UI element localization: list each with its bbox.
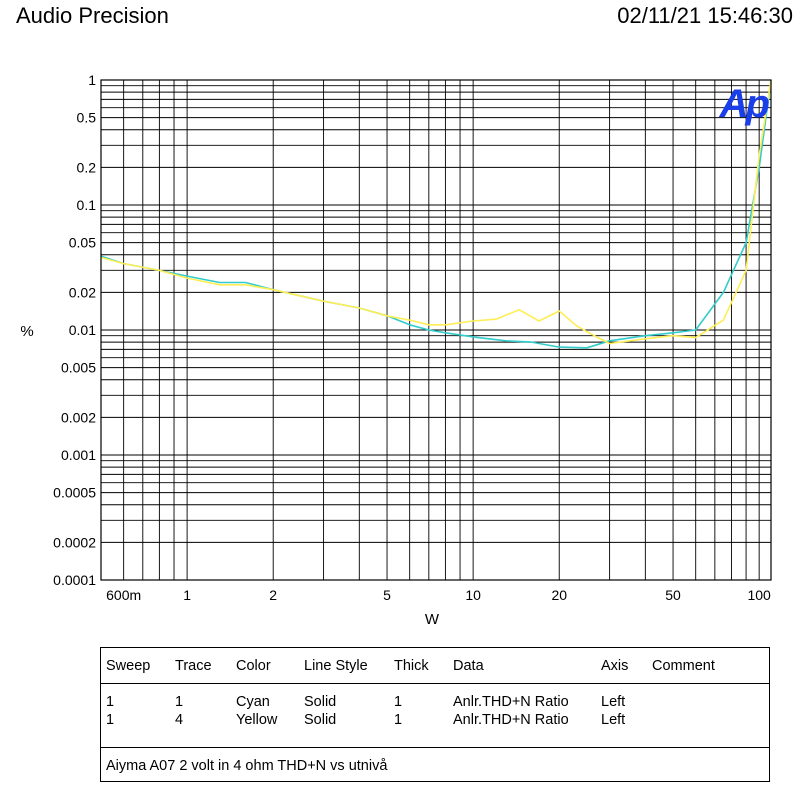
legend-cell: Yellow (236, 712, 278, 728)
legend-cell: Anlr.THD+N Ratio (453, 694, 569, 710)
legend-cell: Left (601, 712, 626, 728)
legend-header-cell: Line Style (304, 658, 368, 674)
legend-comment: Aiyma A07 2 volt in 4 ohm THD+N vs utniv… (106, 758, 388, 774)
legend-header-cell: Sweep (106, 658, 151, 674)
x-tick-label: 100 (747, 587, 771, 603)
x-tick-label: 1 (183, 587, 191, 603)
x-axis-label: W (425, 611, 440, 628)
y-tick-label: 0.2 (77, 159, 97, 175)
x-tick-label: 20 (551, 587, 567, 603)
x-tick-label: 50 (665, 587, 681, 603)
y-tick-label: 0.5 (77, 110, 97, 126)
y-tick-label: 0.0005 (53, 485, 96, 501)
legend-cell: 1 (394, 712, 403, 728)
y-tick-label: 0.001 (61, 447, 96, 463)
grid-lines (101, 80, 771, 580)
legend-header-cell: Axis (601, 658, 629, 674)
x-tick-label: 5 (383, 587, 391, 603)
legend-cell: Anlr.THD+N Ratio (453, 712, 569, 728)
legend-cell: 4 (175, 712, 184, 728)
y-tick-label: 0.005 (61, 360, 96, 376)
y-tick-label: 0.0002 (53, 534, 96, 550)
legend-header-cell: Comment (652, 658, 715, 674)
ap-logo: Ap (719, 82, 770, 126)
legend-divider (101, 747, 769, 748)
plot-frame (100, 79, 772, 581)
legend-row: 1 4 Yellow Solid 1 Anlr.THD+N Ratio Left (101, 712, 769, 730)
x-tick-label: 10 (465, 587, 481, 603)
y-tick-label: 0.002 (61, 409, 96, 425)
legend-cell: Solid (304, 712, 337, 728)
legend-cell: Left (601, 694, 626, 710)
brand-title: Audio Precision (16, 3, 169, 28)
thd-chart: 1 0.5 0.2 0.1 0.05 0.02 0.01 0.005 0.002 0.001 0.0… (20, 72, 772, 628)
legend-cell: 1 (175, 694, 184, 710)
y-tick-label: 1 (88, 72, 96, 88)
legend-cell: 1 (106, 712, 115, 728)
y-tick-label: 0.05 (69, 235, 96, 251)
legend-header-cell: Trace (175, 658, 212, 674)
y-tick-label: 0.0001 (53, 572, 96, 588)
legend-header-cell: Thick (394, 658, 429, 674)
y-axis-label: % (20, 323, 33, 340)
x-tick-label: 2 (269, 587, 277, 603)
legend-row: 1 1 Cyan Solid 1 Anlr.THD+N Ratio Left (101, 694, 769, 712)
legend-header-cell: Data (453, 658, 484, 674)
y-tick-label: 0.01 (69, 322, 96, 338)
series-line-1 (100, 79, 772, 349)
legend-cell: 1 (106, 694, 115, 710)
x-tick-labels: 600m 1 2 5 10 20 50 100 (106, 587, 771, 603)
legend-cell: Solid (304, 694, 337, 710)
legend-header-row: Sweep Trace Color Line Style Thick Data … (101, 658, 769, 676)
legend-cell: Cyan (236, 694, 270, 710)
y-tick-label: 0.02 (69, 284, 96, 300)
legend-divider (101, 683, 769, 684)
series-line-2 (100, 79, 772, 345)
x-tick-label: 600m (106, 587, 141, 603)
y-tick-label: 0.1 (77, 197, 97, 213)
legend-table: Sweep Trace Color Line Style Thick Data … (100, 647, 770, 782)
timestamp: 02/11/21 15:46:30 (617, 3, 793, 28)
chart-series (100, 79, 772, 349)
legend-cell: 1 (394, 694, 403, 710)
y-tick-labels: 1 0.5 0.2 0.1 0.05 0.02 0.01 0.005 0.002 0.001 0.0… (53, 72, 96, 588)
legend-header-cell: Color (236, 658, 271, 674)
